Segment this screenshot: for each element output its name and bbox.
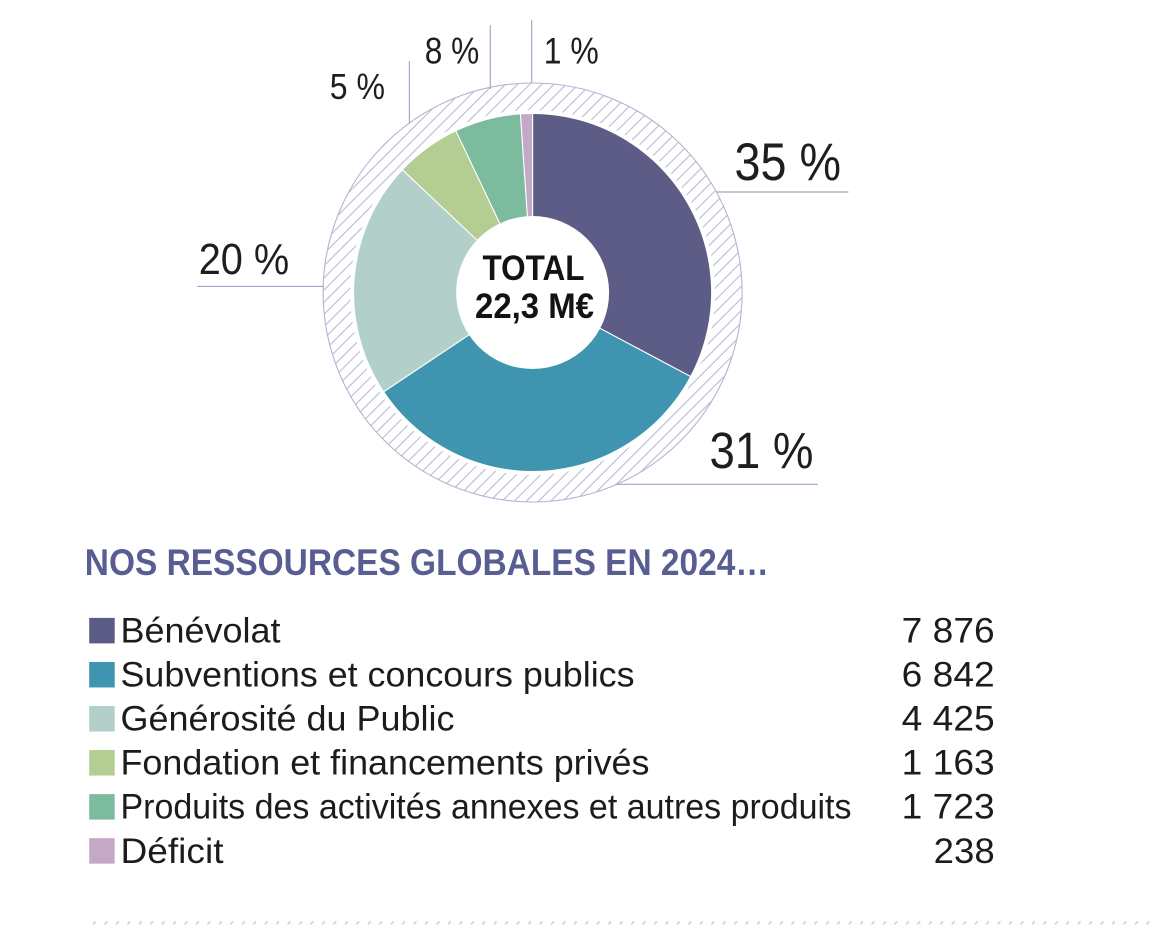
svg-text:1 723: 1 723 <box>902 788 995 827</box>
svg-text:31 %: 31 % <box>710 422 814 479</box>
svg-text:8 %: 8 % <box>425 30 480 71</box>
svg-text:238: 238 <box>934 832 995 871</box>
svg-text:20 %: 20 % <box>199 235 290 284</box>
svg-text:Fondation et financements priv: Fondation et financements privés <box>121 744 650 783</box>
svg-text:TOTAL: TOTAL <box>483 249 585 288</box>
svg-text:1 163: 1 163 <box>902 744 995 783</box>
svg-text:Bénévolat: Bénévolat <box>121 612 281 651</box>
svg-text:7 876: 7 876 <box>902 612 995 651</box>
svg-text:Produits des activités annexes: Produits des activités annexes et autres… <box>121 788 852 827</box>
svg-text:Subventions et concours public: Subventions et concours publics <box>121 656 635 695</box>
svg-text:5 %: 5 % <box>330 66 385 107</box>
svg-text:1 %: 1 % <box>544 30 599 71</box>
svg-text:NOS RESSOURCES GLOBALES EN 202: NOS RESSOURCES GLOBALES EN 2024… <box>85 542 769 583</box>
svg-text:4 425: 4 425 <box>902 700 995 739</box>
svg-text:6 842: 6 842 <box>902 656 995 695</box>
svg-text:Déficit: Déficit <box>121 832 224 871</box>
svg-text:35 %: 35 % <box>735 133 842 192</box>
svg-text:22,3 M€: 22,3 M€ <box>475 287 594 326</box>
svg-text:Générosité du Public: Générosité du Public <box>121 700 455 739</box>
